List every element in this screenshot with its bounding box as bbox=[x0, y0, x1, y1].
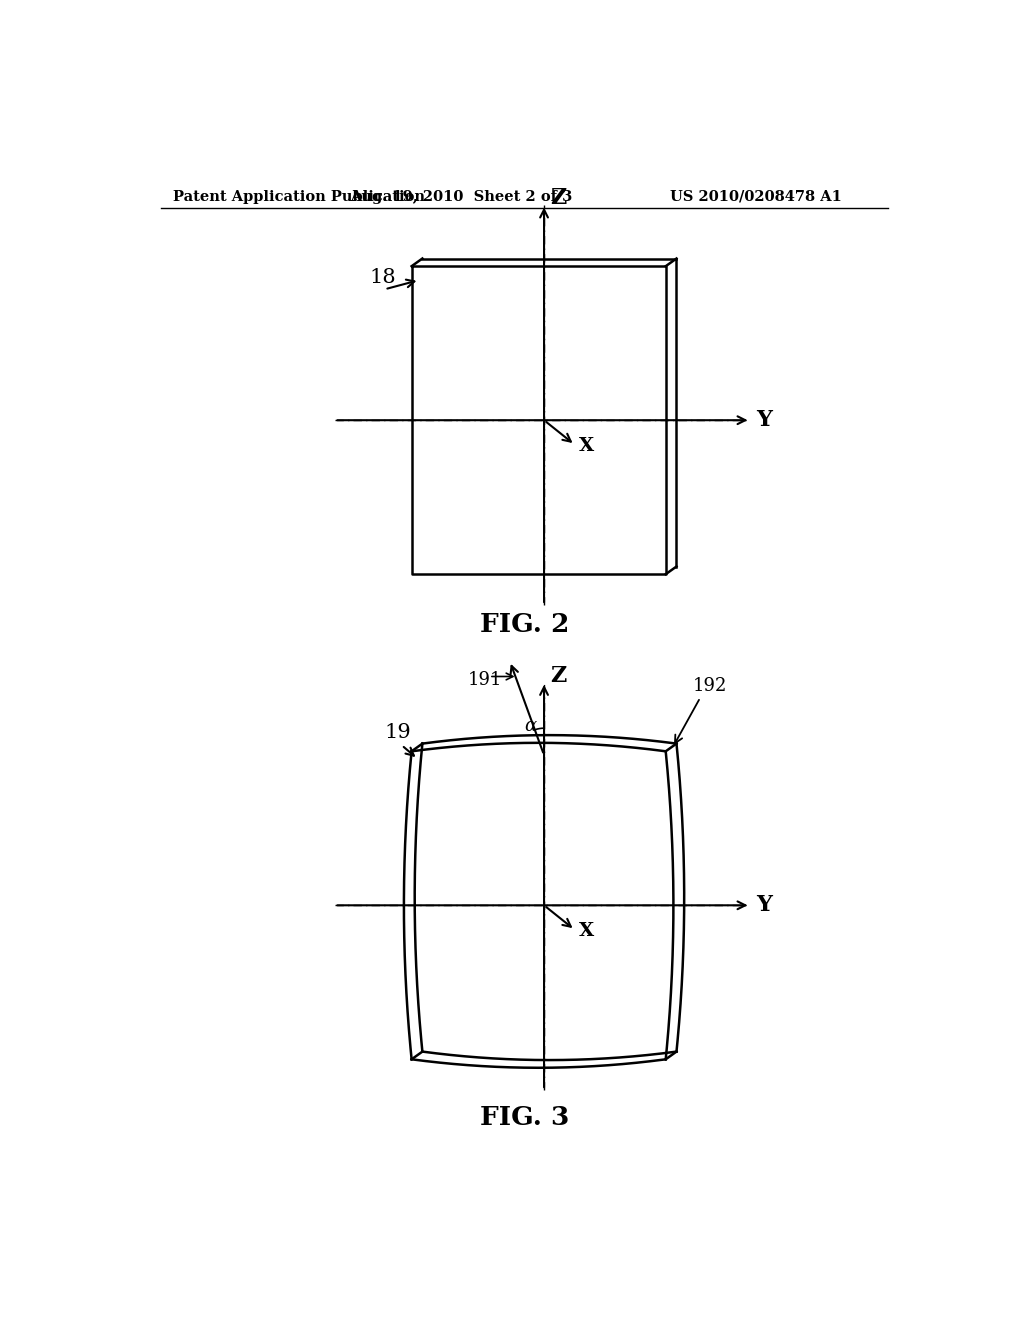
Text: Y: Y bbox=[757, 409, 772, 432]
Text: 191: 191 bbox=[468, 672, 502, 689]
Text: X: X bbox=[579, 437, 594, 455]
Text: 192: 192 bbox=[692, 677, 727, 694]
Text: US 2010/0208478 A1: US 2010/0208478 A1 bbox=[670, 190, 842, 203]
Text: FIG. 2: FIG. 2 bbox=[480, 611, 569, 636]
Text: α: α bbox=[524, 717, 537, 735]
Text: Z: Z bbox=[550, 665, 566, 686]
Text: 19: 19 bbox=[385, 722, 412, 742]
Text: X: X bbox=[579, 923, 594, 940]
Text: Y: Y bbox=[757, 895, 772, 916]
Text: FIG. 3: FIG. 3 bbox=[480, 1105, 569, 1130]
Text: 18: 18 bbox=[370, 268, 396, 288]
Text: Aug. 19, 2010  Sheet 2 of 3: Aug. 19, 2010 Sheet 2 of 3 bbox=[350, 190, 572, 203]
Text: Z: Z bbox=[550, 187, 566, 210]
Text: Patent Application Publication: Patent Application Publication bbox=[173, 190, 425, 203]
